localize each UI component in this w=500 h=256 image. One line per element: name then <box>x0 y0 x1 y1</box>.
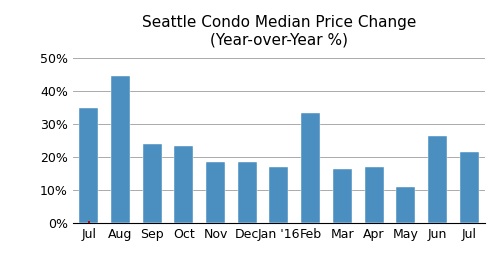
Bar <box>396 187 415 223</box>
Bar <box>142 144 162 223</box>
Bar <box>206 162 225 223</box>
Bar <box>428 136 447 223</box>
Bar <box>460 152 478 223</box>
Bar <box>88 220 90 223</box>
Bar <box>174 146 194 223</box>
Bar <box>79 108 98 223</box>
Bar <box>111 77 130 223</box>
Bar <box>364 167 384 223</box>
Bar <box>333 169 352 223</box>
Bar <box>301 113 320 223</box>
Bar <box>238 162 256 223</box>
Title: Seattle Condo Median Price Change
(Year-over-Year %): Seattle Condo Median Price Change (Year-… <box>142 15 416 47</box>
Bar <box>270 167 288 223</box>
